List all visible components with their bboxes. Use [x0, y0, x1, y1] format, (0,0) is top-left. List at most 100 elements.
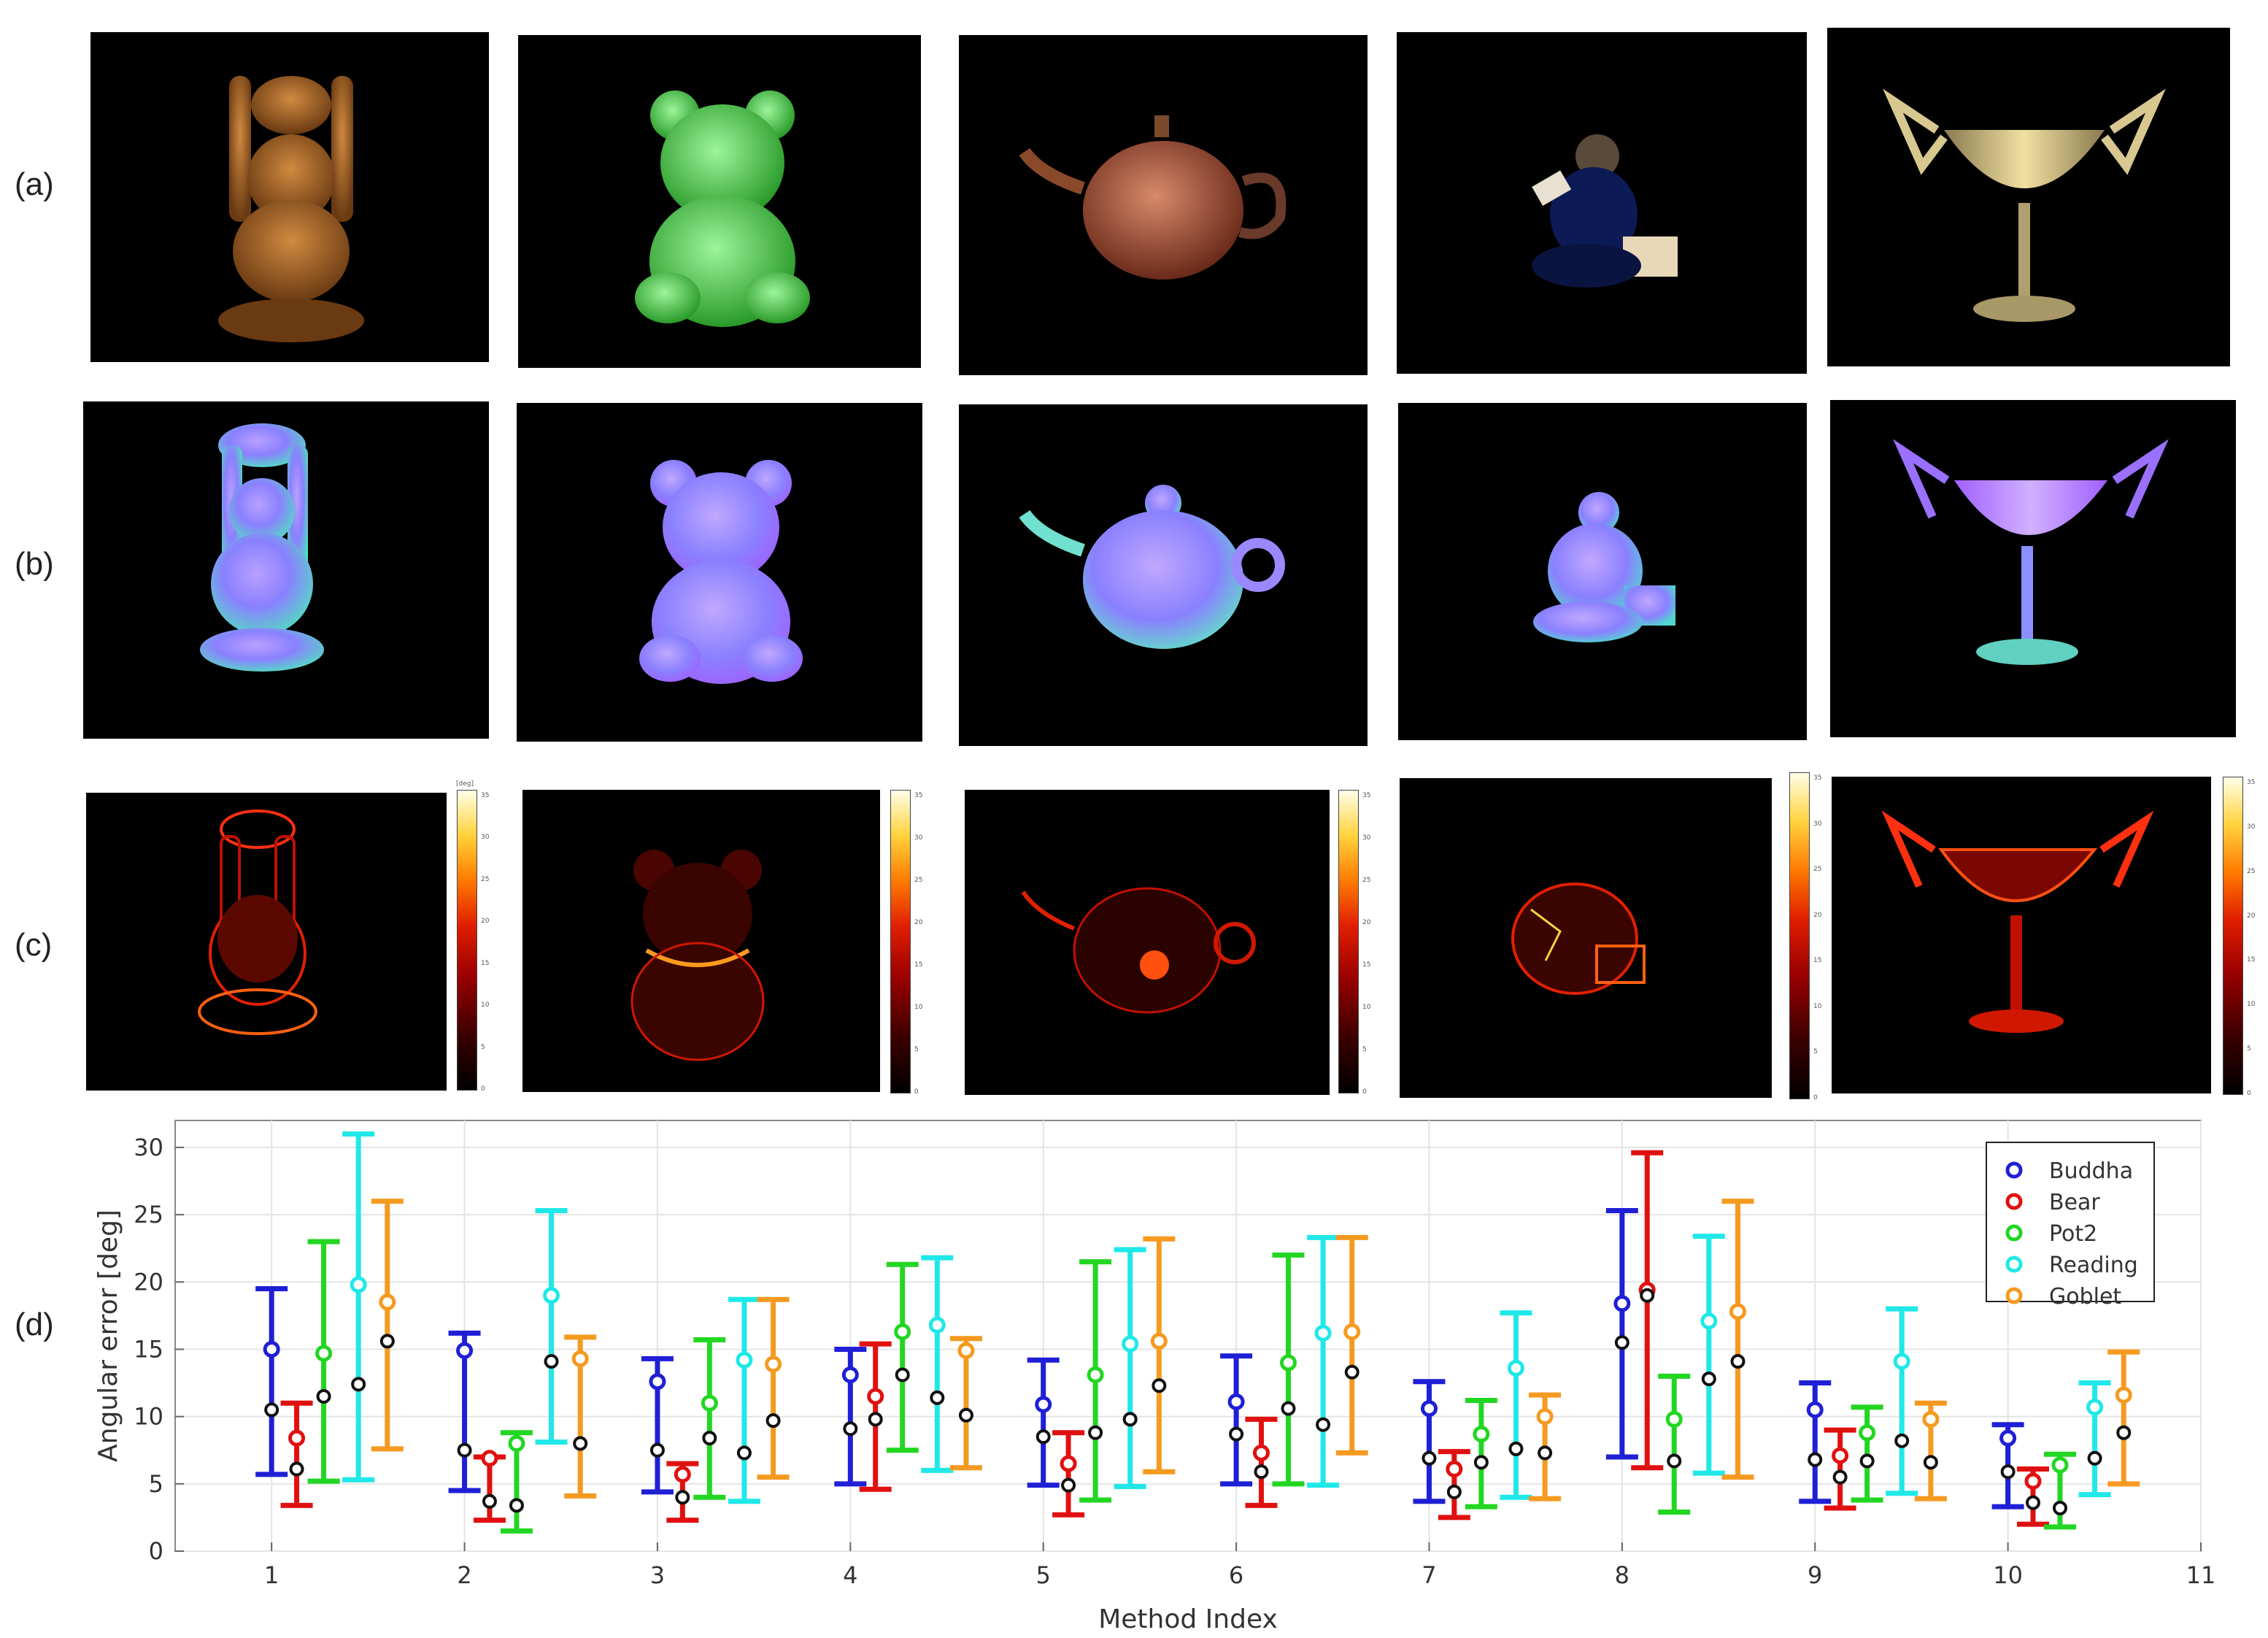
- median-marker: [1152, 1378, 1167, 1393]
- colorbar-tick: 20: [481, 918, 490, 926]
- colorbar-tick: 10: [1813, 1002, 1822, 1010]
- x-tick-label: 3: [650, 1561, 665, 1589]
- median-marker: [573, 1436, 588, 1451]
- legend-label: Buddha: [2049, 1158, 2133, 1184]
- error-bar: [2044, 1451, 2077, 1530]
- error-bar: [1220, 1353, 1253, 1487]
- legend-marker: [2005, 1224, 2023, 1242]
- error-bar: [1824, 1427, 1856, 1511]
- mean-marker: [1729, 1303, 1746, 1320]
- colorbar-tick: 15: [1362, 961, 1371, 969]
- median-marker: [1316, 1417, 1331, 1432]
- error-bar: [834, 1346, 867, 1487]
- mean-marker: [1343, 1323, 1361, 1340]
- median-marker: [1035, 1429, 1051, 1445]
- mean-marker: [1035, 1396, 1052, 1413]
- error-bar: [1052, 1430, 1085, 1518]
- mean-marker: [841, 1366, 859, 1383]
- mean-marker: [2051, 1456, 2069, 1474]
- error-bar: [1631, 1150, 1664, 1471]
- normal-map-pot: [959, 404, 1368, 746]
- mean-marker: [701, 1394, 718, 1412]
- legend-marker: [2005, 1256, 2023, 1273]
- y-tick-label: 30: [134, 1134, 163, 1161]
- median-marker: [1281, 1401, 1296, 1416]
- median-marker: [1344, 1364, 1359, 1380]
- median-marker: [1701, 1372, 1716, 1386]
- mean-marker: [928, 1316, 946, 1334]
- mean-marker: [543, 1287, 560, 1304]
- colorbar-tick: 5: [914, 1046, 919, 1053]
- y-axis-label: Angular error [deg]: [93, 1210, 123, 1462]
- mean-marker: [1922, 1410, 1940, 1428]
- error-bar: [371, 1199, 404, 1452]
- median-marker: [2116, 1425, 2132, 1440]
- mean-marker: [736, 1351, 753, 1369]
- photo-goblet: [1827, 28, 2230, 366]
- error-bar: [535, 1208, 568, 1445]
- error-bar: [641, 1356, 674, 1495]
- median-marker: [457, 1442, 472, 1458]
- error-bar: [859, 1341, 892, 1492]
- x-tick-label: 11: [2186, 1561, 2216, 1589]
- mean-marker: [1859, 1424, 1876, 1442]
- colorbar-tick: 30: [914, 834, 923, 842]
- colorbar-tick: 20: [2247, 912, 2256, 920]
- mean-marker: [2024, 1472, 2042, 1490]
- mean-marker: [894, 1323, 911, 1340]
- error-bar: [1991, 1422, 2024, 1510]
- error-bar: [1143, 1236, 1176, 1474]
- error-bar: [1438, 1449, 1470, 1520]
- mean-marker: [1087, 1366, 1104, 1383]
- mean-marker: [1507, 1359, 1524, 1377]
- x-axis-label: Method Index: [1098, 1604, 1278, 1634]
- error-bar: [693, 1337, 726, 1500]
- mean-marker: [1279, 1354, 1297, 1372]
- median-marker: [736, 1445, 752, 1461]
- median-marker: [1667, 1453, 1682, 1469]
- median-marker: [1446, 1484, 1462, 1499]
- mean-marker: [957, 1342, 975, 1359]
- x-tick-label: 8: [1615, 1561, 1629, 1589]
- median-marker: [675, 1490, 690, 1505]
- median-marker: [1614, 1335, 1629, 1350]
- error-bar: [564, 1334, 597, 1499]
- x-tick-label: 1: [264, 1561, 279, 1589]
- error-bar: [1799, 1380, 1832, 1504]
- median-marker: [1508, 1441, 1524, 1456]
- median-marker: [649, 1442, 665, 1458]
- mean-marker: [1420, 1400, 1438, 1418]
- colorbar-tick: 25: [1813, 866, 1822, 874]
- median-marker: [1422, 1450, 1437, 1466]
- error-bar: [921, 1255, 954, 1473]
- colorbar-tick: 20: [1362, 919, 1371, 926]
- colorbar-tick: 35: [1362, 792, 1371, 799]
- mean-marker: [1665, 1410, 1683, 1428]
- legend-label: Pot2: [2049, 1221, 2097, 1247]
- mean-marker: [350, 1276, 367, 1293]
- error-bar: [255, 1285, 288, 1477]
- colorbar-tick: 0: [1362, 1088, 1367, 1096]
- median-marker: [843, 1421, 858, 1437]
- mean-marker: [1832, 1447, 1849, 1464]
- normal-map-buddha: [83, 401, 489, 739]
- colorbar-tick: 35: [1813, 774, 1822, 782]
- error-bar: [1335, 1234, 1368, 1456]
- error-bar: [1114, 1247, 1146, 1489]
- row-label-d: (d): [15, 1307, 54, 1342]
- median-marker: [895, 1367, 910, 1383]
- median-marker: [509, 1498, 524, 1513]
- colorbar-tick: 15: [481, 959, 490, 967]
- median-marker: [765, 1413, 781, 1429]
- error-bar: [1529, 1392, 1562, 1502]
- y-tick-label: 0: [149, 1537, 163, 1565]
- mean-marker: [1150, 1332, 1168, 1350]
- legend: Buddha Bear Pot2 Reading Goblet: [1986, 1142, 2155, 1310]
- median-marker: [1923, 1455, 1938, 1470]
- error-bar: [886, 1261, 919, 1453]
- row-label-b: (b): [15, 546, 54, 582]
- legend-marker: [2005, 1193, 2023, 1210]
- median-marker: [1088, 1425, 1103, 1440]
- mean-marker: [1252, 1444, 1270, 1461]
- error-bar: [448, 1330, 481, 1493]
